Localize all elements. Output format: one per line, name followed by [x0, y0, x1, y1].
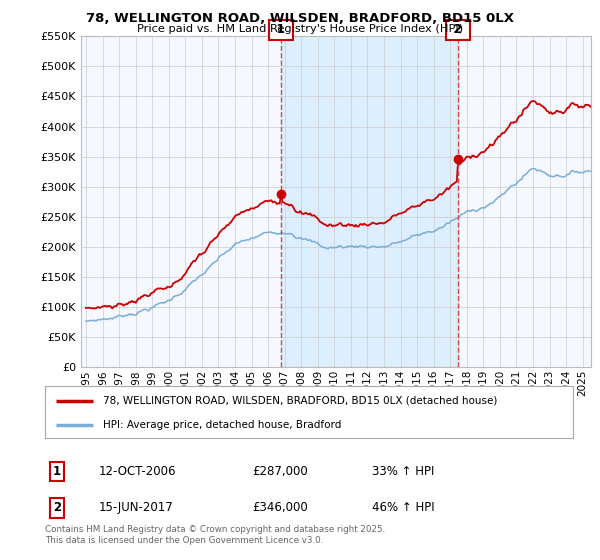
Text: 78, WELLINGTON ROAD, WILSDEN, BRADFORD, BD15 0LX: 78, WELLINGTON ROAD, WILSDEN, BRADFORD, … — [86, 12, 514, 25]
Text: 15-JUN-2017: 15-JUN-2017 — [99, 501, 174, 515]
Text: 1: 1 — [272, 24, 290, 36]
Text: 2: 2 — [53, 501, 61, 515]
Text: £346,000: £346,000 — [252, 501, 308, 515]
Text: 46% ↑ HPI: 46% ↑ HPI — [372, 501, 434, 515]
Text: HPI: Average price, detached house, Bradford: HPI: Average price, detached house, Brad… — [103, 419, 341, 430]
Bar — [281, 36, 458, 367]
Text: £287,000: £287,000 — [252, 465, 308, 478]
Text: 1: 1 — [53, 465, 61, 478]
Text: 78, WELLINGTON ROAD, WILSDEN, BRADFORD, BD15 0LX (detached house): 78, WELLINGTON ROAD, WILSDEN, BRADFORD, … — [103, 396, 497, 406]
Text: 12-OCT-2006: 12-OCT-2006 — [99, 465, 176, 478]
Text: 33% ↑ HPI: 33% ↑ HPI — [372, 465, 434, 478]
Text: Contains HM Land Registry data © Crown copyright and database right 2025.
This d: Contains HM Land Registry data © Crown c… — [45, 525, 385, 545]
Text: 2: 2 — [449, 24, 466, 36]
Text: Price paid vs. HM Land Registry's House Price Index (HPI): Price paid vs. HM Land Registry's House … — [137, 24, 463, 34]
